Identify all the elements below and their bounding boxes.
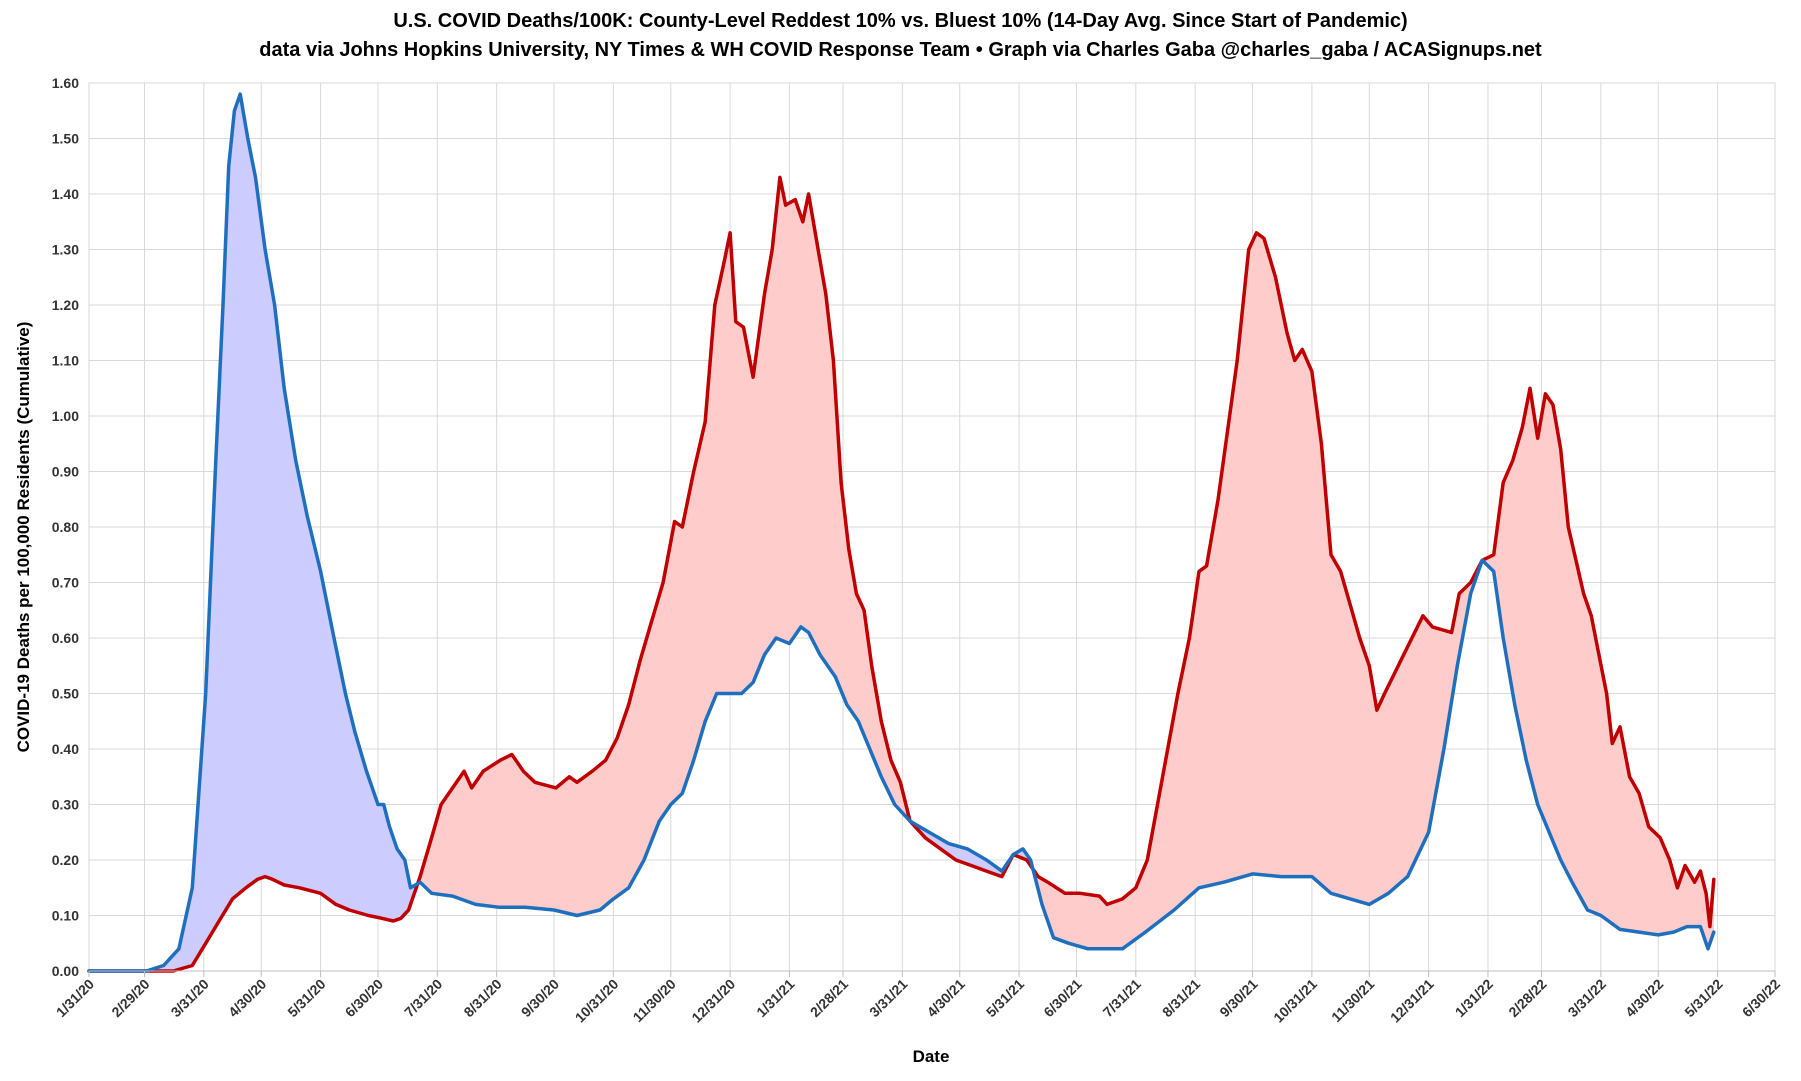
y-tick-label: 0.70 <box>52 575 79 591</box>
x-tick-label: 12/31/21 <box>1387 976 1437 1026</box>
x-tick-label: 6/30/20 <box>342 976 386 1020</box>
y-tick-label: 1.60 <box>52 75 79 91</box>
x-tick-label: 9/30/20 <box>518 976 562 1020</box>
fill-red-higher <box>417 177 910 916</box>
y-tick-label: 0.60 <box>52 630 79 646</box>
fill-blue-higher <box>1013 848 1033 869</box>
series-line-blue <box>87 92 1716 973</box>
y-tick-label: 0.10 <box>52 908 79 924</box>
y-tick-label: 1.40 <box>52 186 79 202</box>
y-tick-label: 0.90 <box>52 464 79 480</box>
chart-title: U.S. COVID Deaths/100K: County-Level Red… <box>393 10 1408 32</box>
y-tick-label: 0.30 <box>52 797 79 813</box>
x-tick-label: 2/28/21 <box>807 976 851 1020</box>
fill-between-area <box>146 94 1714 972</box>
y-tick-label: 1.00 <box>52 408 79 424</box>
chart-subtitle: data via Johns Hopkins University, NY Ti… <box>259 39 1542 61</box>
fill-red-higher <box>1032 232 1714 949</box>
x-tick-label: 9/30/21 <box>1216 976 1260 1020</box>
x-tick-label: 3/31/20 <box>168 976 212 1020</box>
x-tick-label: 1/31/22 <box>1452 976 1496 1020</box>
x-tick-label: 3/31/21 <box>866 976 910 1020</box>
x-tick-label: 2/29/20 <box>108 976 152 1020</box>
y-tick-label: 0.40 <box>52 741 79 757</box>
x-tick-label: 6/30/21 <box>1040 976 1084 1020</box>
x-tick-label: 11/30/20 <box>630 976 679 1025</box>
x-tick-label: 12/31/20 <box>688 976 738 1026</box>
y-axis-title: COVID-19 Deaths per 100,000 Residents (C… <box>14 322 33 753</box>
y-tick-label: 1.30 <box>52 242 79 258</box>
series-line-red <box>87 175 1716 973</box>
x-tick-label: 4/30/20 <box>225 976 269 1020</box>
x-tick-label: 4/30/21 <box>924 976 968 1020</box>
y-tick-label: 0.20 <box>52 852 79 868</box>
y-tick-label: 1.10 <box>52 353 79 369</box>
x-tick-label: 5/31/22 <box>1681 976 1725 1020</box>
x-tick-label: 7/31/21 <box>1100 976 1144 1020</box>
x-tick-label: 6/30/22 <box>1739 976 1783 1020</box>
y-tick-label: 0.00 <box>52 963 79 979</box>
y-tick-label: 1.50 <box>52 131 79 147</box>
y-tick-label: 0.50 <box>52 686 79 702</box>
x-tick-label: 1/31/20 <box>53 976 97 1020</box>
fill-blue-higher <box>146 94 418 972</box>
y-tick-label: 1.20 <box>52 297 79 313</box>
series-lines <box>87 92 1716 973</box>
x-tick-label: 7/31/20 <box>401 976 445 1020</box>
x-tick-label: 10/31/20 <box>572 976 622 1026</box>
x-tick-label: 4/30/22 <box>1622 976 1666 1020</box>
y-tick-label: 0.80 <box>52 519 79 535</box>
x-tick-label: 5/31/21 <box>983 976 1027 1020</box>
x-tick-label: 2/28/22 <box>1505 976 1549 1020</box>
x-tick-label: 8/31/20 <box>460 976 504 1020</box>
x-tick-label: 8/31/21 <box>1159 976 1203 1020</box>
x-tick-label: 3/31/22 <box>1565 976 1609 1020</box>
x-tick-label: 1/31/21 <box>753 976 797 1020</box>
x-tick-label: 10/31/21 <box>1270 976 1320 1026</box>
x-tick-label: 5/31/20 <box>284 976 328 1020</box>
x-tick-label: 11/30/21 <box>1328 976 1377 1025</box>
x-axis-title: Date <box>913 1047 950 1066</box>
